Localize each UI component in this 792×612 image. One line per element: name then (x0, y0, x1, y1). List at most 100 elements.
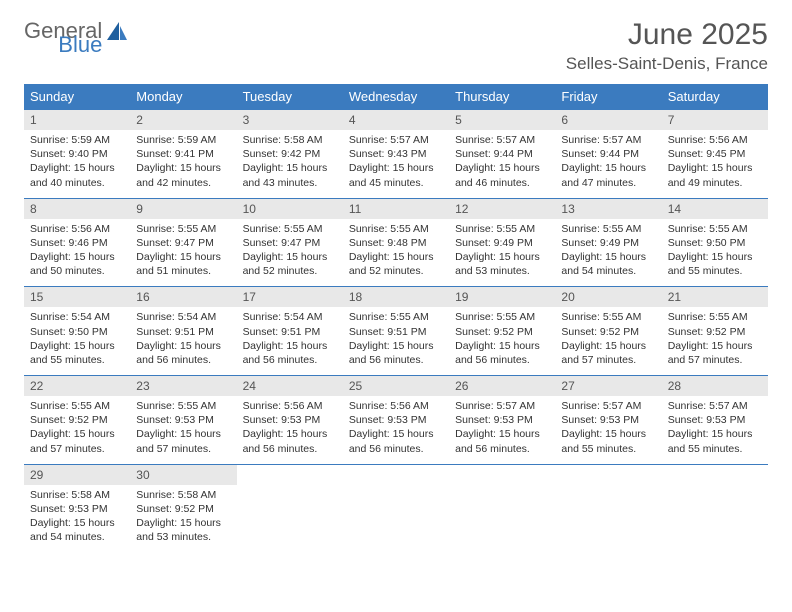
daylight-line: Daylight: 15 hours and 45 minutes. (349, 161, 443, 189)
day-details: Sunrise: 5:55 AMSunset: 9:52 PMDaylight:… (555, 307, 661, 375)
sunset-line: Sunset: 9:53 PM (243, 413, 337, 427)
calendar-day-cell: 1Sunrise: 5:59 AMSunset: 9:40 PMDaylight… (24, 110, 130, 199)
calendar-day-cell (449, 464, 555, 552)
calendar-day-cell: 7Sunrise: 5:56 AMSunset: 9:45 PMDaylight… (662, 110, 768, 199)
day-number: 6 (555, 110, 661, 130)
daylight-line: Daylight: 15 hours and 47 minutes. (561, 161, 655, 189)
sunset-line: Sunset: 9:46 PM (30, 236, 124, 250)
sunset-line: Sunset: 9:50 PM (30, 325, 124, 339)
sunset-line: Sunset: 9:41 PM (136, 147, 230, 161)
day-number: 14 (662, 199, 768, 219)
day-header: Monday (130, 84, 236, 110)
day-details: Sunrise: 5:55 AMSunset: 9:52 PMDaylight:… (449, 307, 555, 375)
day-details: Sunrise: 5:56 AMSunset: 9:53 PMDaylight:… (237, 396, 343, 464)
daylight-line: Daylight: 15 hours and 43 minutes. (243, 161, 337, 189)
calendar-week-row: 8Sunrise: 5:56 AMSunset: 9:46 PMDaylight… (24, 198, 768, 287)
day-details: Sunrise: 5:55 AMSunset: 9:52 PMDaylight:… (24, 396, 130, 464)
sunrise-line: Sunrise: 5:55 AM (349, 310, 443, 324)
daylight-line: Daylight: 15 hours and 57 minutes. (30, 427, 124, 455)
brand-part2: Blue (58, 32, 102, 57)
day-details: Sunrise: 5:57 AMSunset: 9:43 PMDaylight:… (343, 130, 449, 198)
calendar-day-cell: 17Sunrise: 5:54 AMSunset: 9:51 PMDayligh… (237, 287, 343, 376)
day-header: Tuesday (237, 84, 343, 110)
sunrise-line: Sunrise: 5:56 AM (30, 222, 124, 236)
calendar-day-cell: 11Sunrise: 5:55 AMSunset: 9:48 PMDayligh… (343, 198, 449, 287)
sunset-line: Sunset: 9:43 PM (349, 147, 443, 161)
calendar-day-cell: 13Sunrise: 5:55 AMSunset: 9:49 PMDayligh… (555, 198, 661, 287)
calendar-day-cell: 15Sunrise: 5:54 AMSunset: 9:50 PMDayligh… (24, 287, 130, 376)
daylight-line: Daylight: 15 hours and 56 minutes. (455, 427, 549, 455)
calendar-day-cell: 27Sunrise: 5:57 AMSunset: 9:53 PMDayligh… (555, 376, 661, 465)
sunrise-line: Sunrise: 5:54 AM (243, 310, 337, 324)
day-details: Sunrise: 5:57 AMSunset: 9:44 PMDaylight:… (449, 130, 555, 198)
day-details: Sunrise: 5:58 AMSunset: 9:53 PMDaylight:… (24, 485, 130, 553)
day-number: 7 (662, 110, 768, 130)
calendar-day-cell: 29Sunrise: 5:58 AMSunset: 9:53 PMDayligh… (24, 464, 130, 552)
day-number: 12 (449, 199, 555, 219)
calendar-day-cell: 6Sunrise: 5:57 AMSunset: 9:44 PMDaylight… (555, 110, 661, 199)
sunset-line: Sunset: 9:53 PM (30, 502, 124, 516)
day-details: Sunrise: 5:54 AMSunset: 9:51 PMDaylight:… (237, 307, 343, 375)
daylight-line: Daylight: 15 hours and 52 minutes. (349, 250, 443, 278)
daylight-line: Daylight: 15 hours and 46 minutes. (455, 161, 549, 189)
sunset-line: Sunset: 9:49 PM (561, 236, 655, 250)
calendar-day-cell: 2Sunrise: 5:59 AMSunset: 9:41 PMDaylight… (130, 110, 236, 199)
day-details: Sunrise: 5:56 AMSunset: 9:53 PMDaylight:… (343, 396, 449, 464)
sunrise-line: Sunrise: 5:55 AM (668, 310, 762, 324)
day-details: Sunrise: 5:56 AMSunset: 9:46 PMDaylight:… (24, 219, 130, 287)
calendar-week-row: 29Sunrise: 5:58 AMSunset: 9:53 PMDayligh… (24, 464, 768, 552)
sunset-line: Sunset: 9:53 PM (455, 413, 549, 427)
calendar-day-cell: 10Sunrise: 5:55 AMSunset: 9:47 PMDayligh… (237, 198, 343, 287)
daylight-line: Daylight: 15 hours and 49 minutes. (668, 161, 762, 189)
day-details: Sunrise: 5:55 AMSunset: 9:49 PMDaylight:… (449, 219, 555, 287)
day-number: 8 (24, 199, 130, 219)
day-details: Sunrise: 5:57 AMSunset: 9:53 PMDaylight:… (662, 396, 768, 464)
daylight-line: Daylight: 15 hours and 53 minutes. (455, 250, 549, 278)
calendar-table: Sunday Monday Tuesday Wednesday Thursday… (24, 84, 768, 552)
calendar-day-cell: 8Sunrise: 5:56 AMSunset: 9:46 PMDaylight… (24, 198, 130, 287)
sunrise-line: Sunrise: 5:55 AM (30, 399, 124, 413)
daylight-line: Daylight: 15 hours and 55 minutes. (668, 427, 762, 455)
sunrise-line: Sunrise: 5:58 AM (30, 488, 124, 502)
calendar-day-cell: 9Sunrise: 5:55 AMSunset: 9:47 PMDaylight… (130, 198, 236, 287)
calendar-day-cell: 19Sunrise: 5:55 AMSunset: 9:52 PMDayligh… (449, 287, 555, 376)
calendar-day-cell (237, 464, 343, 552)
day-details: Sunrise: 5:57 AMSunset: 9:53 PMDaylight:… (555, 396, 661, 464)
daylight-line: Daylight: 15 hours and 54 minutes. (30, 516, 124, 544)
calendar-day-cell (343, 464, 449, 552)
daylight-line: Daylight: 15 hours and 42 minutes. (136, 161, 230, 189)
day-details: Sunrise: 5:57 AMSunset: 9:53 PMDaylight:… (449, 396, 555, 464)
calendar-day-cell: 18Sunrise: 5:55 AMSunset: 9:51 PMDayligh… (343, 287, 449, 376)
sunrise-line: Sunrise: 5:55 AM (668, 222, 762, 236)
day-details: Sunrise: 5:55 AMSunset: 9:52 PMDaylight:… (662, 307, 768, 375)
day-details: Sunrise: 5:55 AMSunset: 9:47 PMDaylight:… (237, 219, 343, 287)
calendar-day-cell: 28Sunrise: 5:57 AMSunset: 9:53 PMDayligh… (662, 376, 768, 465)
sunset-line: Sunset: 9:47 PM (136, 236, 230, 250)
sunrise-line: Sunrise: 5:56 AM (349, 399, 443, 413)
day-header-row: Sunday Monday Tuesday Wednesday Thursday… (24, 84, 768, 110)
day-number: 13 (555, 199, 661, 219)
day-number: 27 (555, 376, 661, 396)
day-details: Sunrise: 5:58 AMSunset: 9:52 PMDaylight:… (130, 485, 236, 553)
daylight-line: Daylight: 15 hours and 56 minutes. (349, 339, 443, 367)
day-details: Sunrise: 5:55 AMSunset: 9:50 PMDaylight:… (662, 219, 768, 287)
day-number: 29 (24, 465, 130, 485)
sunrise-line: Sunrise: 5:54 AM (30, 310, 124, 324)
sunrise-line: Sunrise: 5:55 AM (136, 222, 230, 236)
sunset-line: Sunset: 9:52 PM (455, 325, 549, 339)
day-number: 25 (343, 376, 449, 396)
calendar-day-cell (555, 464, 661, 552)
calendar-day-cell: 16Sunrise: 5:54 AMSunset: 9:51 PMDayligh… (130, 287, 236, 376)
daylight-line: Daylight: 15 hours and 55 minutes. (561, 427, 655, 455)
daylight-line: Daylight: 15 hours and 56 minutes. (349, 427, 443, 455)
calendar-day-cell: 24Sunrise: 5:56 AMSunset: 9:53 PMDayligh… (237, 376, 343, 465)
sunrise-line: Sunrise: 5:59 AM (136, 133, 230, 147)
day-number: 19 (449, 287, 555, 307)
sunrise-line: Sunrise: 5:55 AM (243, 222, 337, 236)
sunset-line: Sunset: 9:48 PM (349, 236, 443, 250)
day-number: 16 (130, 287, 236, 307)
day-number: 22 (24, 376, 130, 396)
sunrise-line: Sunrise: 5:58 AM (136, 488, 230, 502)
sunset-line: Sunset: 9:53 PM (136, 413, 230, 427)
sunset-line: Sunset: 9:44 PM (561, 147, 655, 161)
